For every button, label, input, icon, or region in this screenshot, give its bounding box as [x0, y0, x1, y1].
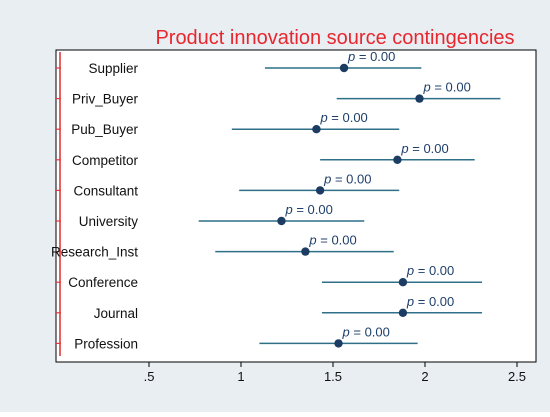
plot-background: [55, 49, 537, 363]
p-value-label: p = 0.00: [342, 324, 390, 339]
y-tick-label: Research_Inst: [51, 245, 138, 260]
p-value-label: p = 0.00: [308, 233, 356, 248]
x-tick-label: 2: [421, 369, 428, 384]
y-tick-label: Supplier: [88, 61, 138, 76]
p-value-label: p = 0.00: [422, 80, 470, 95]
p-value-label: p = 0.00: [284, 202, 332, 217]
estimate-point: [339, 63, 349, 73]
x-tick-label: 2.5: [508, 369, 526, 384]
estimate-point: [301, 247, 310, 256]
x-tick-label: 1.5: [324, 369, 342, 384]
estimate-point: [334, 339, 343, 348]
y-tick-label: Conference: [68, 275, 138, 290]
y-tick-label: Competitor: [72, 153, 139, 168]
p-value-label: p = 0.00: [319, 110, 367, 125]
y-tick-label: Consultant: [73, 183, 138, 198]
y-tick-label: Pub_Buyer: [71, 122, 138, 137]
estimate-point: [398, 308, 408, 317]
estimate-point: [398, 278, 408, 287]
estimate-point: [393, 155, 402, 164]
y-tick-label: Journal: [94, 306, 138, 321]
p-value-label: p = 0.00: [400, 141, 448, 156]
estimate-point: [277, 216, 286, 226]
y-tick-label: Profession: [74, 336, 138, 351]
estimate-point: [315, 186, 325, 195]
chart-title: Product innovation source contingencies: [155, 27, 514, 49]
x-tick-label: .5: [144, 369, 155, 384]
p-value-label: p = 0.00: [406, 263, 454, 278]
p-value-label: p = 0.00: [406, 294, 454, 309]
estimate-point: [312, 125, 321, 134]
p-value-label: p = 0.00: [323, 171, 371, 186]
x-tick-label: 1: [237, 369, 244, 384]
p-value-label: p = 0.00: [347, 49, 395, 64]
y-tick-label: Priv_Buyer: [72, 92, 139, 107]
y-tick-label: University: [79, 214, 139, 229]
estimate-point: [415, 94, 424, 103]
